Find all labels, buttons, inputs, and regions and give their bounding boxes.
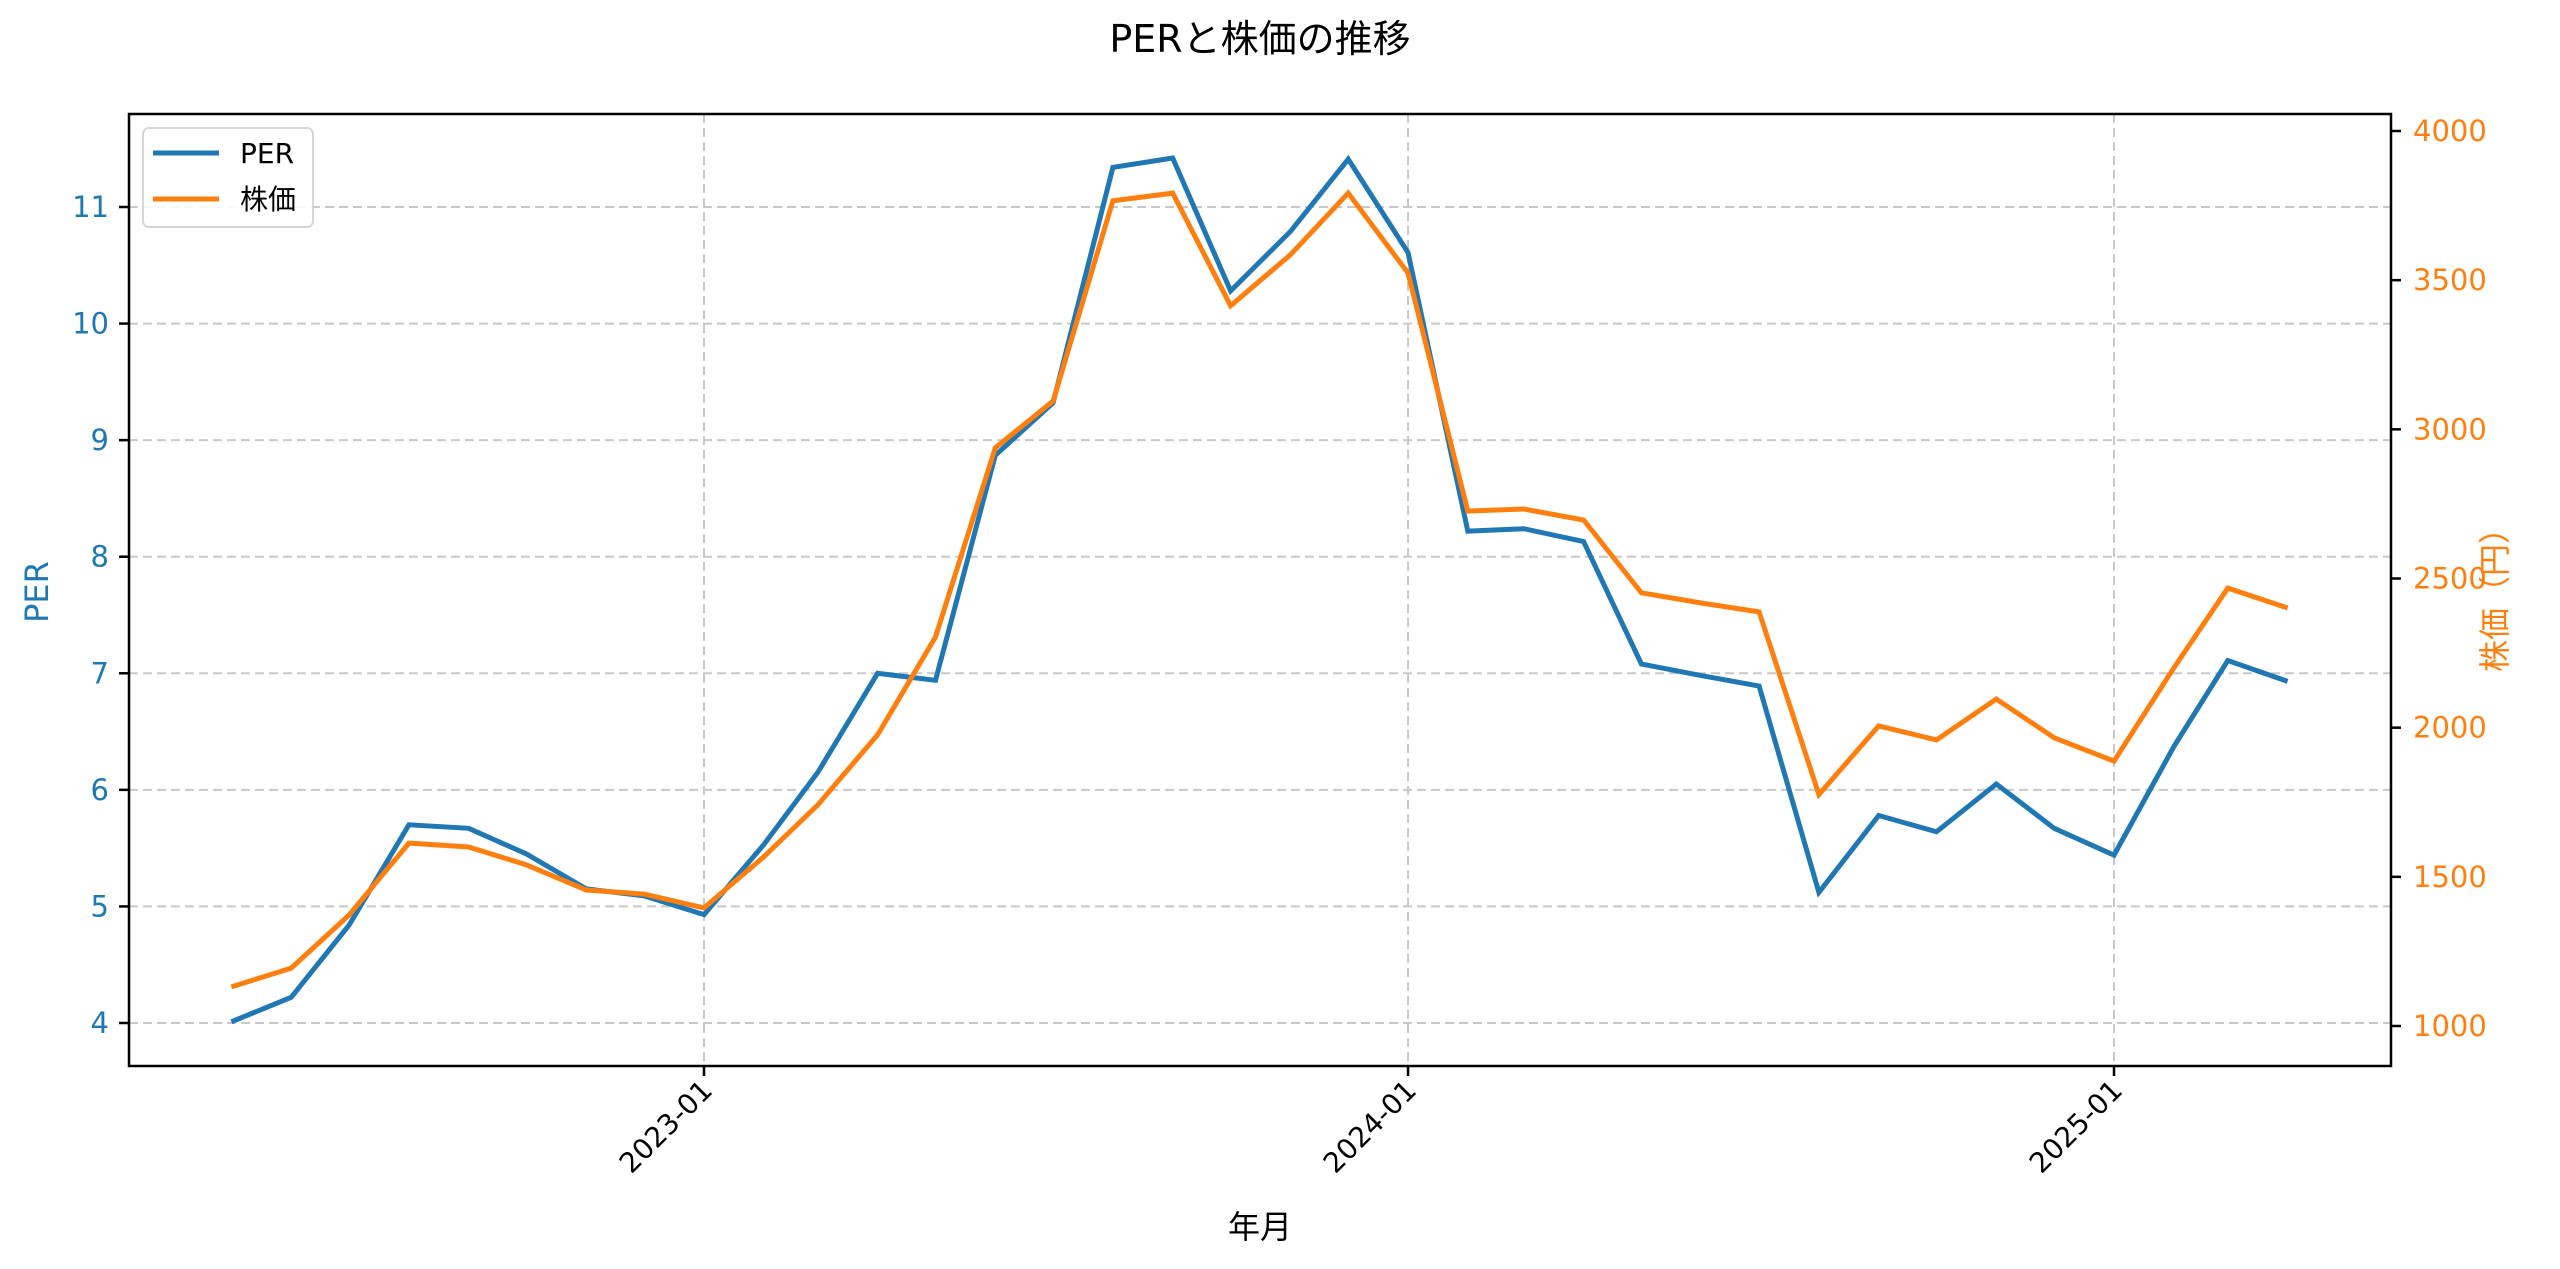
x-tick-label: 2023-01: [613, 1074, 719, 1180]
right-tick-label: 2000: [2413, 711, 2487, 745]
right-tick-label: 3000: [2413, 412, 2487, 446]
x-axis-ticks: 2023-01 2024-01 2025-01: [613, 1066, 2129, 1180]
right-tick-label: 1500: [2413, 860, 2487, 894]
right-tick-label: 2500: [2413, 562, 2487, 596]
x-tick-label: 2024-01: [1317, 1074, 1423, 1180]
price-line: [230, 189, 2289, 990]
gridlines: [129, 114, 2391, 1066]
x-tick-label: 2025-01: [2023, 1074, 2129, 1180]
right-axis-ticks: 1000 1500 2000 2500 3000 3500 4000: [2391, 114, 2487, 1043]
right-tick-label: 4000: [2413, 114, 2487, 148]
left-tick-label: 5: [91, 889, 109, 923]
left-tick-label: 8: [91, 540, 109, 574]
right-tick-label: 3500: [2413, 263, 2487, 297]
y-axis-label-right: 株価（円）: [2476, 512, 2514, 672]
plot-frame: [127, 112, 2393, 1068]
left-axis-ticks: 4 5 6 7 8 9 10 11: [72, 190, 129, 1040]
legend: PER 株価: [142, 127, 314, 228]
x-axis-label: 年月: [1228, 1208, 1292, 1246]
left-tick-label: 11: [72, 190, 109, 224]
left-tick-label: 9: [91, 423, 109, 457]
left-tick-label: 4: [91, 1006, 109, 1040]
left-tick-label: 10: [72, 307, 109, 341]
right-tick-label: 1000: [2413, 1009, 2487, 1043]
left-tick-label: 7: [91, 656, 109, 690]
per-line: [230, 154, 2289, 1025]
left-tick-label: 6: [91, 773, 109, 807]
plot-series: [230, 154, 2289, 1025]
chart-title: PERと株価の推移: [1109, 17, 1410, 61]
legend-label-price: 株価: [240, 183, 296, 216]
y-axis-label-left: PER: [18, 561, 56, 623]
legend-label-per: PER: [240, 137, 294, 170]
